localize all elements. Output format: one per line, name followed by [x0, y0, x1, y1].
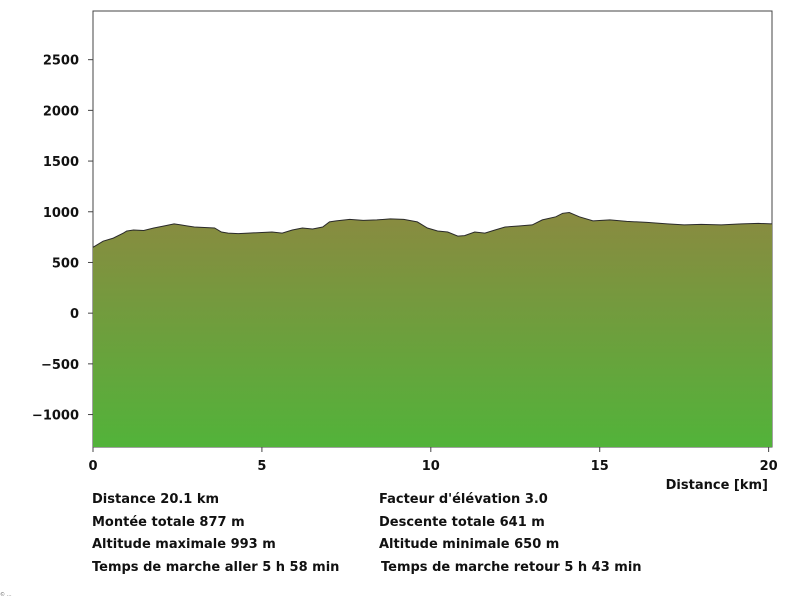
y-tick-label: 500: [52, 256, 79, 271]
y-axis: −1000 −500 0 500 1000 1500 2000 2500: [32, 54, 93, 424]
y-tick-label: 2500: [43, 54, 79, 69]
x-tick-label: 5: [257, 459, 266, 474]
x-tick-label: 0: [88, 459, 97, 474]
stat-total-ascent: Montée totale 877 m: [92, 515, 245, 530]
y-tick-label: 0: [70, 307, 79, 322]
x-tick-label: 15: [591, 459, 609, 474]
elevation-line: [92, 211, 773, 248]
y-tick-label: 2000: [43, 104, 79, 119]
stat-walk-time-out: Temps de marche aller 5 h 58 min: [92, 560, 340, 575]
y-tick-label: −1000: [32, 409, 79, 424]
stat-walk-time-return: Temps de marche retour 5 h 43 min: [381, 560, 642, 575]
y-tick-label: 1000: [43, 206, 79, 221]
x-axis: 0 5 10 15 20: [88, 447, 778, 474]
x-axis-label: Distance [km]: [666, 478, 768, 493]
x-tick-label: 20: [760, 459, 778, 474]
x-tick-label: 10: [422, 459, 440, 474]
stat-total-descent: Descente totale 641 m: [379, 515, 545, 530]
elevation-area: [93, 212, 772, 447]
footer-copyright: © …: [0, 592, 12, 598]
stat-min-altitude: Altitude minimale 650 m: [379, 537, 560, 552]
stat-elevation-factor: Facteur d'élévation 3.0: [379, 492, 548, 507]
stat-max-altitude: Altitude maximale 993 m: [92, 537, 276, 552]
y-tick-label: −500: [41, 358, 79, 373]
stat-distance: Distance 20.1 km: [92, 492, 220, 507]
y-tick-label: 1500: [43, 155, 79, 170]
